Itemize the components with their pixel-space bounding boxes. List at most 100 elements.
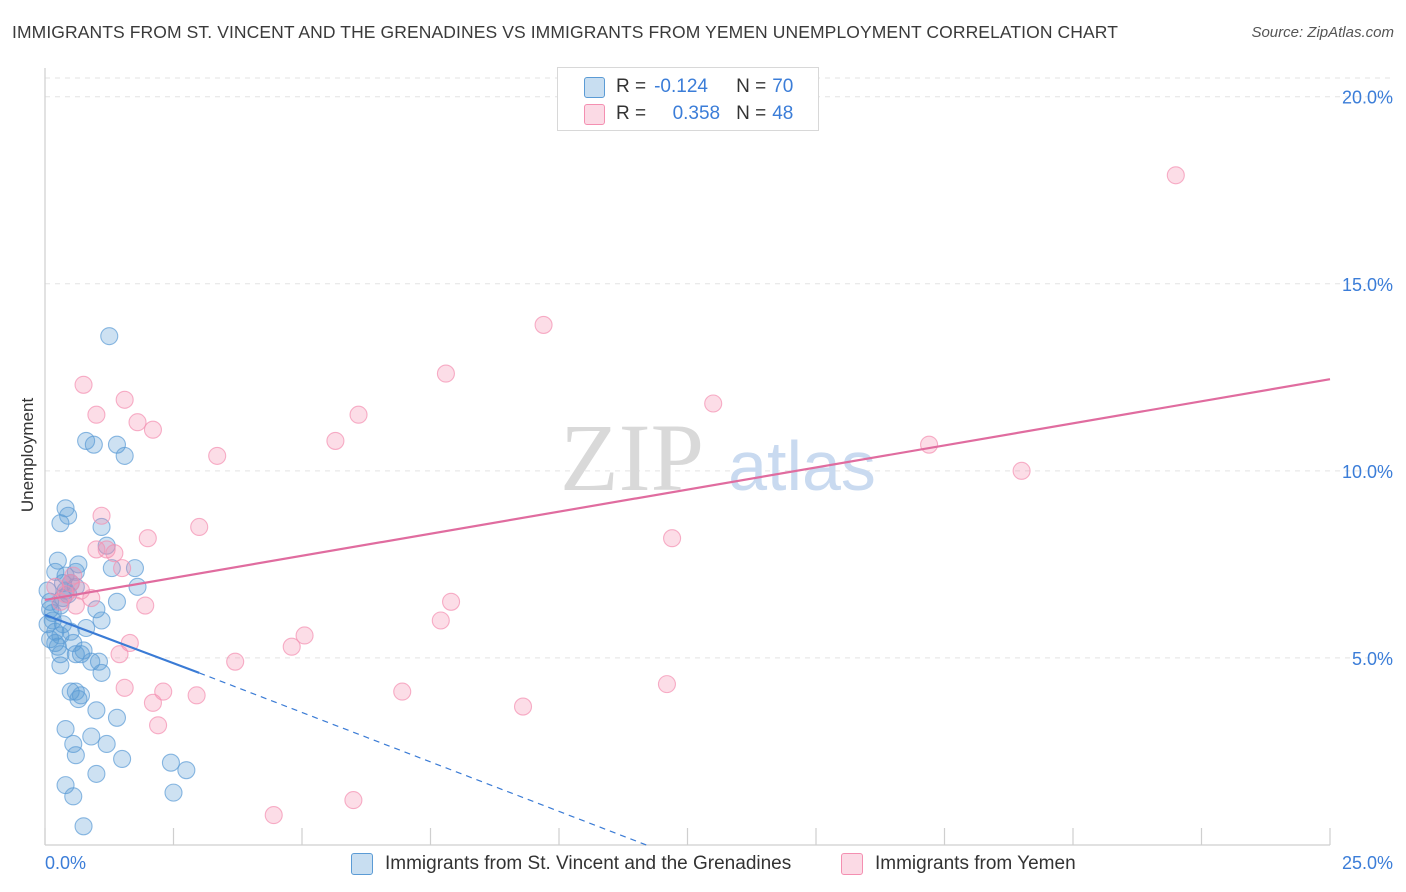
series-1 — [46, 166, 1185, 825]
legend-n-label: N = — [736, 76, 767, 97]
bottom-legend-yemen: Immigrants from Yemen — [841, 851, 1076, 877]
data-point — [136, 596, 155, 615]
y-tick-label: 15.0% — [1342, 275, 1393, 295]
data-point — [107, 592, 127, 611]
data-point — [704, 394, 723, 413]
data-point — [92, 611, 111, 630]
data-point — [56, 719, 75, 739]
data-point — [393, 682, 412, 701]
data-point — [164, 783, 183, 802]
data-point — [64, 566, 83, 585]
data-point — [69, 555, 88, 574]
data-point — [48, 637, 67, 656]
data-point — [138, 529, 157, 548]
legend-row-stvincent: R = -0.124 N = 70 — [584, 74, 793, 100]
data-point — [208, 446, 227, 465]
legend-n-value: 48 — [772, 103, 794, 124]
data-point — [87, 405, 106, 424]
legend-r-value: -0.124 — [654, 76, 708, 97]
data-point — [74, 817, 93, 836]
source-label: Source: ZipAtlas.com — [1251, 24, 1394, 41]
axes — [44, 68, 1331, 846]
x-tick-label-max: 25.0% — [1342, 853, 1393, 873]
legend-swatch-yemen — [584, 103, 605, 125]
trend-lines — [44, 378, 1331, 846]
y-axis-title: Unemployment — [18, 397, 37, 513]
data-point — [128, 413, 147, 432]
data-point — [61, 622, 80, 641]
legend-n-label: N = — [736, 103, 767, 124]
data-point — [125, 559, 144, 578]
data-point — [143, 693, 162, 712]
data-point — [1012, 461, 1031, 480]
data-point — [115, 446, 134, 465]
data-point — [87, 540, 106, 559]
bottom-legend-label-yemen: Immigrants from Yemen — [875, 853, 1076, 874]
data-point — [1166, 166, 1185, 185]
data-point — [344, 791, 363, 810]
data-point — [513, 697, 533, 716]
data-point — [187, 686, 206, 705]
data-point — [657, 675, 676, 694]
data-point — [326, 431, 345, 450]
legend-r-value: 0.358 — [672, 103, 721, 124]
data-point — [115, 678, 134, 697]
data-point — [107, 708, 127, 727]
data-point — [66, 596, 85, 615]
data-point — [226, 652, 245, 671]
correlation-legend: R = -0.124 N = 70 R = 0.358 N = 48 — [557, 67, 819, 131]
data-point — [48, 551, 67, 570]
y-tick-label: 20.0% — [1342, 88, 1393, 108]
data-point — [128, 577, 147, 596]
data-point — [534, 315, 553, 334]
y-tick-label: 10.0% — [1342, 462, 1393, 482]
data-point — [282, 637, 301, 656]
data-point — [56, 499, 75, 518]
data-point — [295, 626, 314, 645]
data-point — [87, 764, 106, 783]
data-point — [59, 506, 78, 525]
data-point — [154, 682, 173, 701]
data-point — [161, 753, 180, 772]
data-point — [113, 749, 132, 768]
bottom-legend-swatch-yemen — [841, 853, 863, 875]
data-point — [92, 506, 111, 525]
bottom-legend-swatch-stvincent — [351, 853, 373, 875]
data-point — [102, 559, 121, 578]
watermark-zip: ZIP — [560, 404, 704, 511]
data-point — [89, 652, 109, 671]
gridlines — [45, 77, 1392, 659]
data-points — [38, 166, 1185, 836]
data-point — [920, 435, 939, 454]
data-point — [51, 656, 70, 675]
data-point — [64, 787, 83, 806]
data-point — [66, 746, 85, 765]
data-point — [74, 375, 93, 394]
trend-extension-0 — [198, 672, 647, 846]
data-point — [264, 806, 283, 825]
data-point — [110, 645, 129, 664]
legend-row-yemen: R = 0.358 N = 48 — [584, 101, 793, 127]
data-point — [84, 435, 103, 454]
tick-labels: 5.0% 10.0% 15.0% 20.0% 0.0% 25.0% — [45, 88, 1393, 873]
data-point — [349, 405, 368, 424]
data-point — [663, 529, 682, 548]
data-point — [143, 420, 162, 439]
data-point — [92, 663, 111, 682]
data-point — [431, 611, 450, 630]
data-point — [177, 761, 196, 780]
x-tick-label-min: 0.0% — [45, 853, 86, 873]
data-point — [82, 652, 101, 671]
data-point — [190, 517, 209, 537]
data-point — [71, 686, 91, 705]
y-tick-label: 5.0% — [1352, 649, 1393, 669]
trend-line-1 — [44, 378, 1331, 602]
data-point — [115, 390, 134, 409]
data-point — [149, 716, 168, 735]
data-point — [436, 364, 455, 383]
legend-r-label: R = — [616, 103, 647, 124]
watermark: ZIP atlas — [560, 404, 876, 511]
data-point — [87, 600, 106, 619]
data-point — [442, 592, 461, 611]
